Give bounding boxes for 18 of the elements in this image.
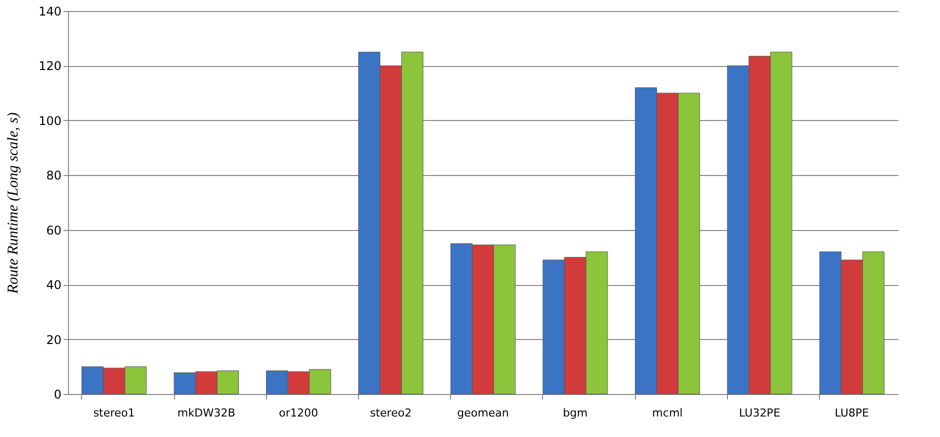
y-tick-label: 40 bbox=[46, 278, 62, 292]
x-tick-label: mkDW32B bbox=[177, 406, 236, 420]
x-tick-label: LU8PE bbox=[834, 406, 870, 420]
x-tick-label: stereo2 bbox=[370, 406, 412, 420]
y-tick-label: 0 bbox=[54, 388, 62, 402]
y-tick-label: 140 bbox=[38, 4, 62, 18]
x-tick-label: mcml bbox=[652, 406, 683, 420]
x-tick-label: LU32PE bbox=[739, 406, 780, 420]
y-tick-label: 20 bbox=[46, 332, 62, 347]
x-tick-label: or1200 bbox=[278, 406, 318, 420]
x-tick-label: stereo1 bbox=[93, 406, 135, 420]
x-tick-label: geomean bbox=[457, 406, 509, 420]
x-tick-label: bgm bbox=[562, 406, 588, 420]
y-tick-label: 80 bbox=[46, 168, 62, 183]
y-tick-label: 100 bbox=[38, 114, 62, 128]
y-tick-label: 120 bbox=[38, 59, 62, 74]
y-axis-title: Route Runtime (Long scale, s) bbox=[6, 112, 22, 295]
y-tick-label: 60 bbox=[46, 223, 62, 238]
